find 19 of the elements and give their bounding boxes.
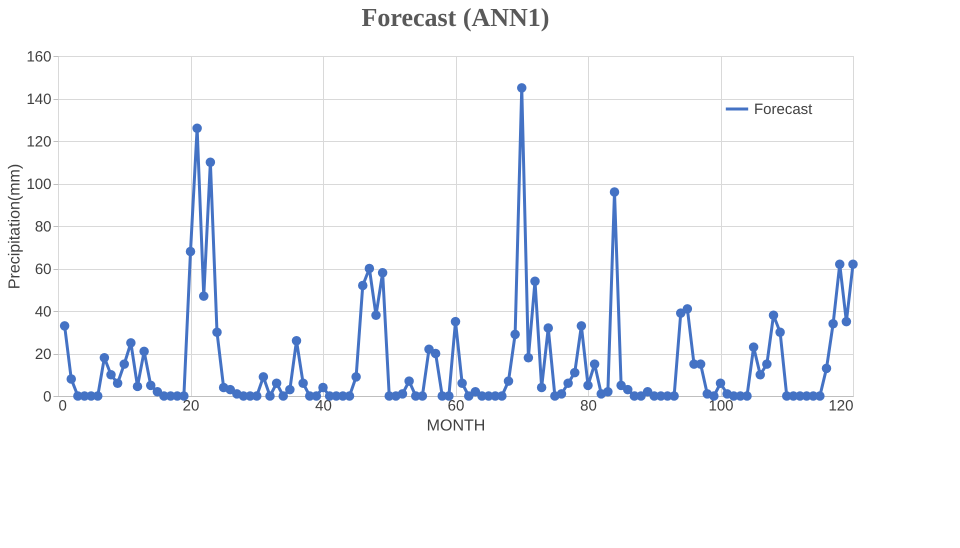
y-tick-label: 40: [34, 304, 52, 320]
x-tick-label: 0: [58, 398, 67, 414]
y-tick-label: 120: [26, 134, 52, 150]
x-tick-label: 40: [315, 398, 332, 414]
x-tick-label: 20: [182, 398, 200, 414]
x-tick-label: 60: [448, 398, 464, 414]
y-tick-label: 160: [26, 48, 52, 66]
y-tick-label: 100: [26, 176, 52, 193]
x-axis-title: MONTH: [426, 418, 486, 434]
x-tick-label: 80: [580, 398, 597, 414]
y-tick-label: 60: [34, 261, 52, 278]
y-tick-label: 80: [34, 218, 52, 236]
x-tick-label: 120: [828, 398, 854, 414]
y-tick-label: 20: [34, 346, 52, 363]
x-tick-label: 100: [708, 398, 734, 414]
legend-label: Forecast: [754, 101, 814, 118]
chart-title: Forecast (ANN1): [362, 3, 550, 32]
y-axis-title: Precipitation(mm): [6, 164, 24, 290]
y-tick-label: 140: [26, 91, 52, 108]
